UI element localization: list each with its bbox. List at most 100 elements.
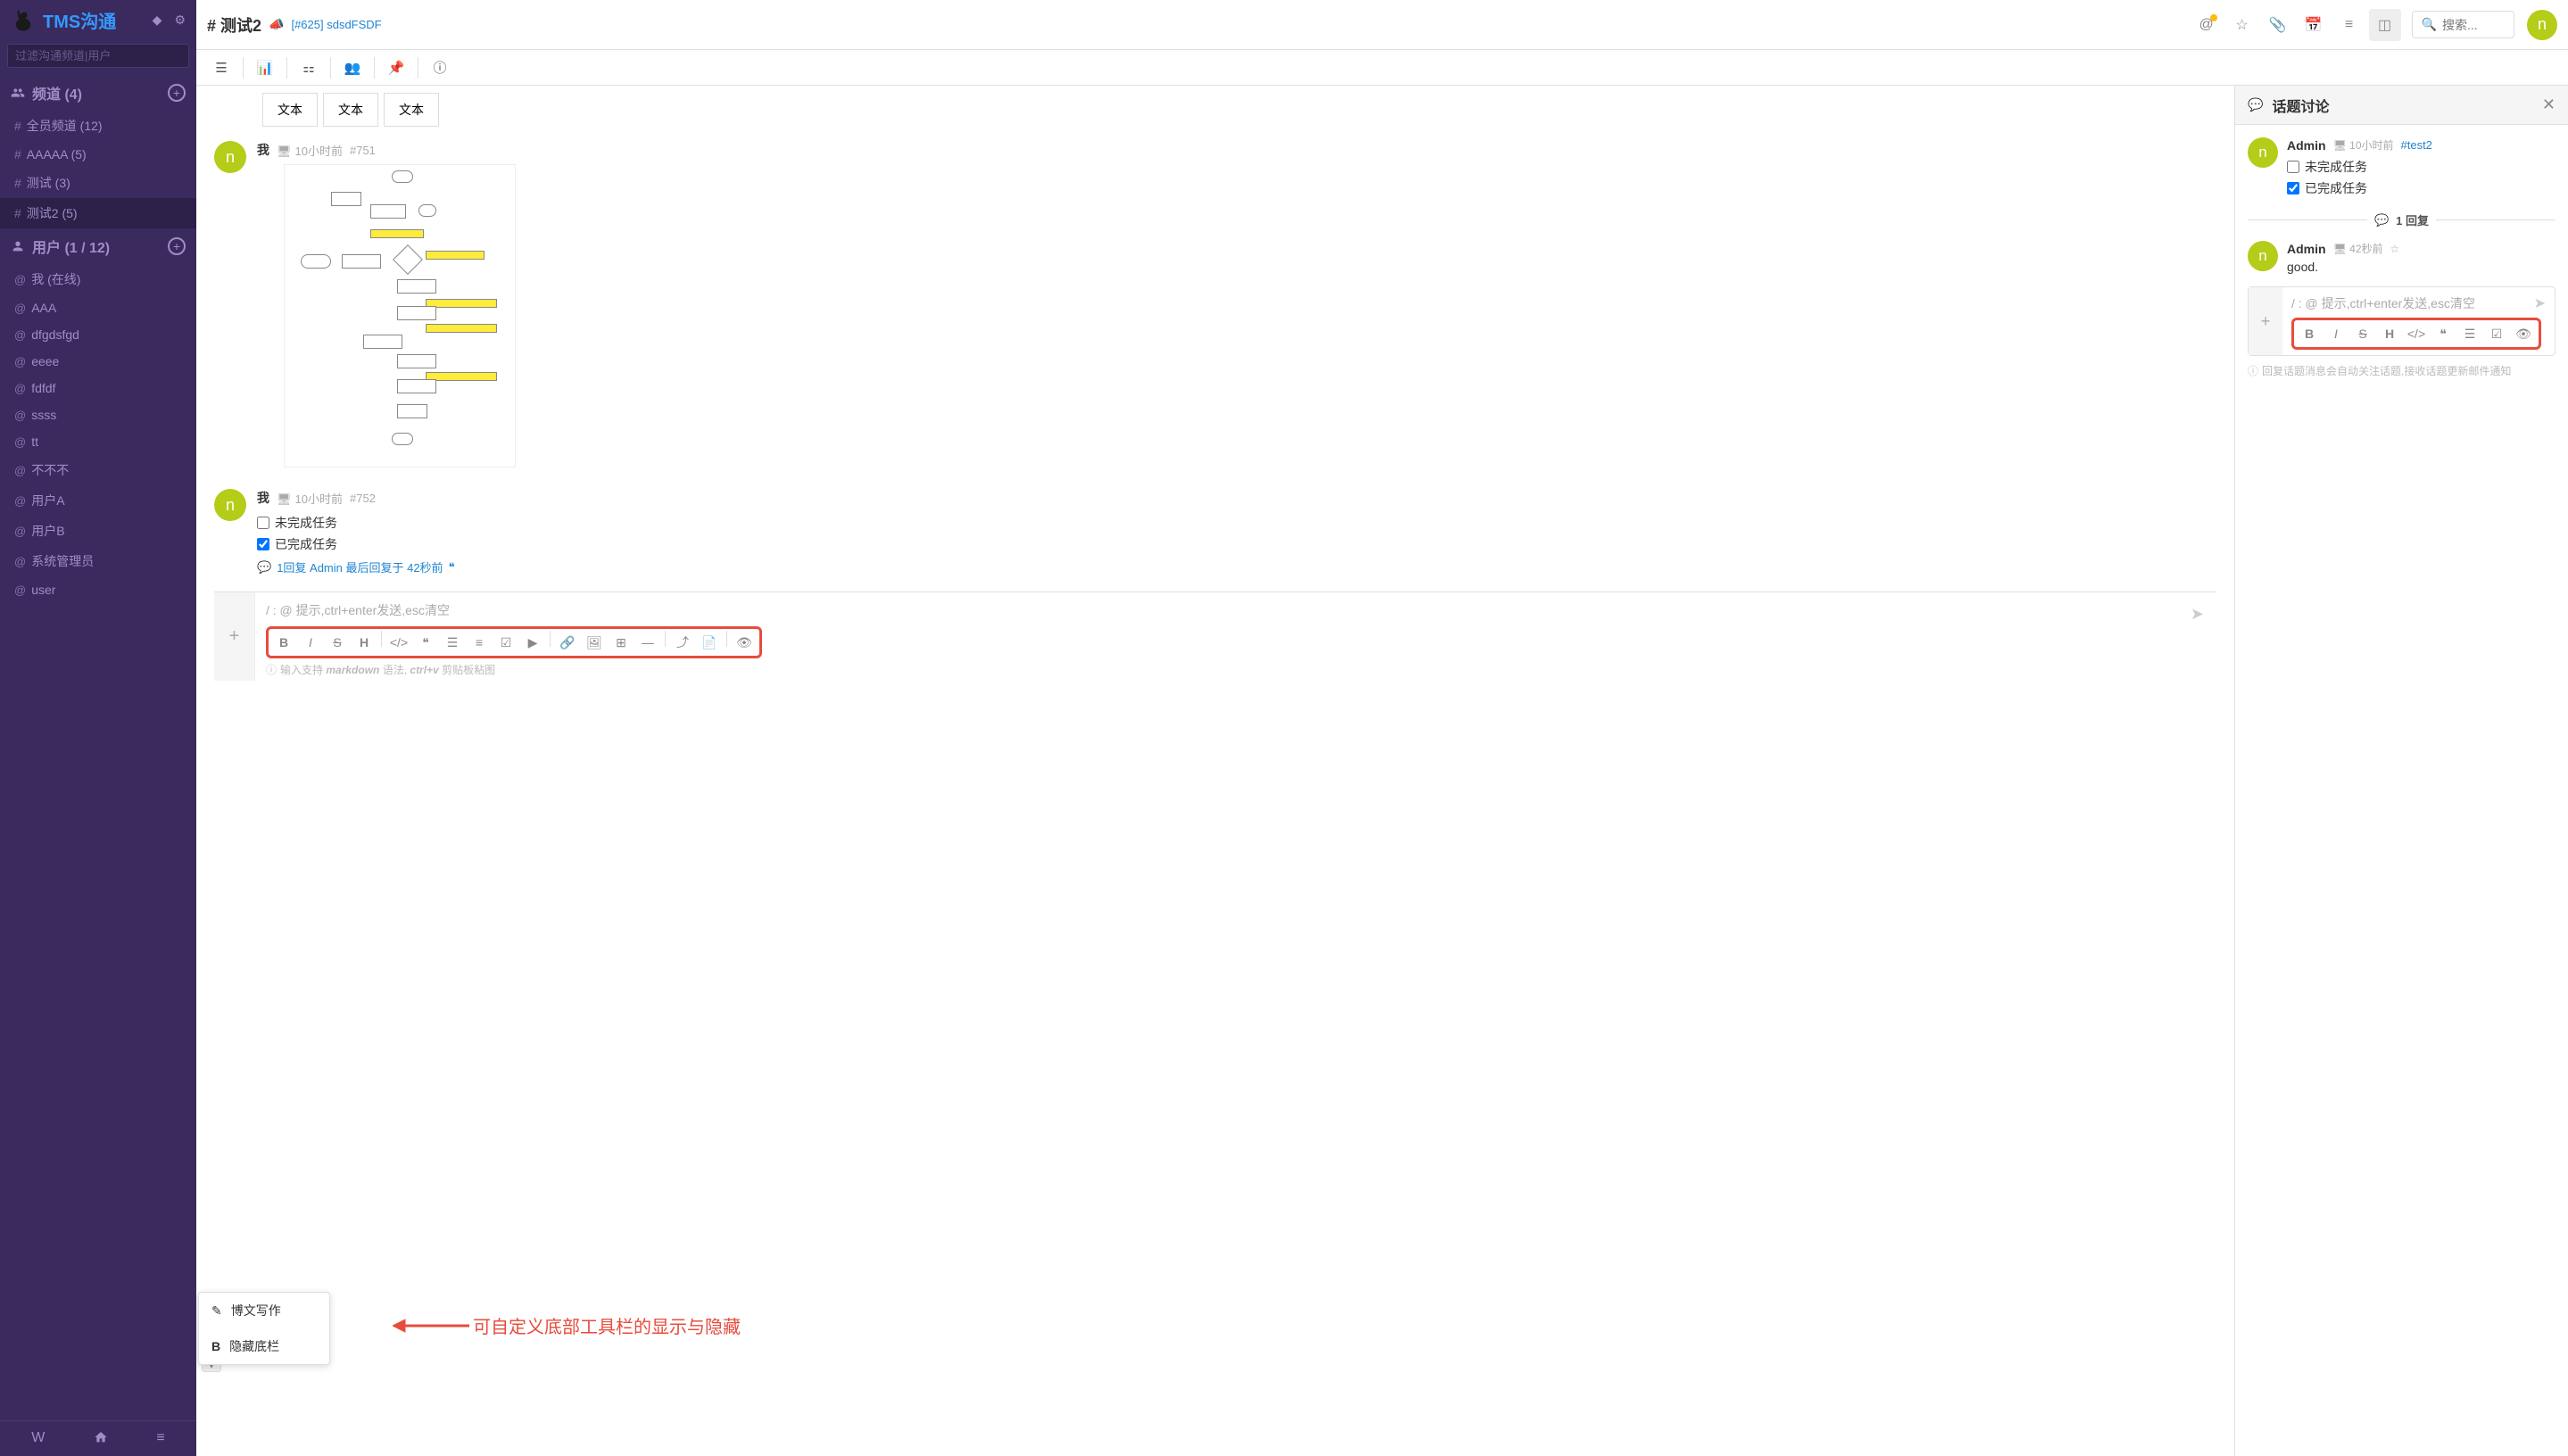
attachment-icon[interactable]: 📎: [2262, 9, 2294, 41]
tab-button[interactable]: 文本: [262, 93, 318, 127]
composer-input[interactable]: [266, 600, 2206, 621]
hr-icon[interactable]: —: [634, 631, 661, 654]
thread-composer-input[interactable]: [2291, 293, 2546, 314]
heading-icon[interactable]: H: [351, 631, 377, 654]
code-icon[interactable]: </>: [385, 631, 412, 654]
task-item[interactable]: 已完成任务: [257, 534, 2216, 555]
strike-icon[interactable]: S: [324, 631, 351, 654]
code-icon[interactable]: </>: [2403, 322, 2430, 345]
add-user-button[interactable]: +: [168, 237, 186, 255]
topic-link[interactable]: [#625] sdsdFSDF: [291, 18, 381, 31]
ul-icon[interactable]: ☰: [2456, 322, 2483, 345]
star-icon[interactable]: ☆: [2226, 9, 2258, 41]
message-author[interactable]: Admin: [2287, 242, 2326, 256]
composer-add-button[interactable]: +: [2249, 287, 2282, 355]
composer-add-button[interactable]: +: [214, 592, 255, 681]
sidebar-user[interactable]: @不不不: [0, 455, 196, 485]
home-icon[interactable]: [94, 1430, 108, 1447]
menu-item-blog[interactable]: ✎ 博文写作: [199, 1293, 329, 1328]
flowchart-image[interactable]: [284, 164, 516, 467]
preview-icon[interactable]: 👁: [2510, 322, 2537, 345]
italic-icon[interactable]: I: [2323, 322, 2349, 345]
thread-reply-link[interactable]: 💬 1回复 Admin 最后回复于 42秒前 ❝: [257, 558, 2216, 575]
avatar[interactable]: n: [2248, 241, 2278, 271]
bold-icon[interactable]: B: [2296, 322, 2323, 345]
checklist-icon[interactable]: ☑: [2483, 322, 2510, 345]
sidebar-user[interactable]: @系统管理员: [0, 546, 196, 576]
sidebar-user[interactable]: @tt: [0, 428, 196, 455]
ol-icon[interactable]: ≡: [466, 631, 493, 654]
send-button[interactable]: ➤: [2534, 294, 2546, 312]
message-id[interactable]: #752: [350, 492, 376, 505]
tab-button[interactable]: 文本: [323, 93, 378, 127]
avatar[interactable]: n: [2248, 137, 2278, 168]
sidebar-channel[interactable]: #测试2 (5): [0, 198, 196, 228]
task-item[interactable]: 未完成任务: [2287, 156, 2556, 178]
sidebar-user[interactable]: @fdfdf: [0, 375, 196, 401]
add-channel-button[interactable]: +: [168, 84, 186, 102]
message-author[interactable]: 我: [257, 489, 269, 507]
calendar-icon[interactable]: 📅: [2298, 9, 2330, 41]
hamburger-icon[interactable]: ☰: [203, 50, 239, 86]
desktop-icon: 🖥: [277, 145, 292, 158]
wiki-icon[interactable]: W: [31, 1430, 45, 1447]
pin-icon[interactable]: 📌: [378, 50, 414, 86]
comments-icon: 💬: [2374, 213, 2389, 228]
sidebar-channel[interactable]: #AAAAA (5): [0, 141, 196, 168]
sidebar-user[interactable]: @ssss: [0, 401, 196, 428]
image-icon[interactable]: 🖼: [581, 631, 608, 654]
thread-panel: 💬 话题讨论 ✕ n Admin 🖥 10小时前 #test2: [2234, 86, 2568, 1456]
avatar[interactable]: n: [214, 489, 246, 521]
chart-icon[interactable]: 📊: [247, 50, 283, 86]
table-icon[interactable]: ⊞: [608, 631, 634, 654]
file-icon[interactable]: 📄: [696, 631, 723, 654]
task-item[interactable]: 已完成任务: [2287, 178, 2556, 199]
tab-button[interactable]: 文本: [384, 93, 439, 127]
heading-icon[interactable]: H: [2376, 322, 2403, 345]
sidebar-user[interactable]: @用户B: [0, 516, 196, 546]
message-id[interactable]: #751: [350, 144, 376, 157]
sidebar-user[interactable]: @AAA: [0, 294, 196, 321]
sidebar-user[interactable]: @dfgdsfgd: [0, 321, 196, 348]
play-icon[interactable]: ▶: [519, 631, 546, 654]
tasks-icon[interactable]: ⚏: [291, 50, 327, 86]
sidebar-channel[interactable]: #全员频道 (12): [0, 111, 196, 141]
info-icon[interactable]: ⓘ: [422, 50, 458, 86]
sidebar-channel[interactable]: #测试 (3): [0, 168, 196, 198]
sidebar-user[interactable]: @eeee: [0, 348, 196, 375]
mention-icon[interactable]: @: [2191, 9, 2223, 41]
italic-icon[interactable]: I: [297, 631, 324, 654]
menu-item-hide-toolbar[interactable]: B 隐藏底栏: [199, 1328, 329, 1364]
close-icon[interactable]: ✕: [2542, 95, 2556, 114]
task-item[interactable]: 未完成任务: [257, 512, 2216, 534]
message-author[interactable]: Admin: [2287, 138, 2326, 153]
bold-icon[interactable]: B: [270, 631, 297, 654]
upload-icon[interactable]: ⤴: [669, 631, 696, 654]
ul-icon[interactable]: ☰: [439, 631, 466, 654]
send-button[interactable]: ➤: [2191, 605, 2204, 624]
star-icon[interactable]: ☆: [2390, 243, 2400, 255]
desktop-icon: 🖥: [2333, 243, 2347, 255]
list-icon[interactable]: ≡: [2333, 9, 2365, 41]
droplet-icon[interactable]: ◆: [153, 12, 162, 28]
message-author[interactable]: 我: [257, 141, 269, 159]
menu-icon[interactable]: ≡: [156, 1430, 164, 1447]
link-icon[interactable]: 🔗: [554, 631, 581, 654]
checklist-icon[interactable]: ☑: [493, 631, 519, 654]
sidebar-user[interactable]: @用户A: [0, 485, 196, 516]
sidebar-user[interactable]: @我 (在线): [0, 264, 196, 294]
strike-icon[interactable]: S: [2349, 322, 2376, 345]
avatar[interactable]: n: [214, 141, 246, 173]
quote-icon[interactable]: ❝: [2430, 322, 2456, 345]
sidebar-user[interactable]: @user: [0, 576, 196, 603]
preview-icon[interactable]: 👁: [731, 631, 758, 654]
search-input[interactable]: [2442, 18, 2505, 32]
panel-icon[interactable]: ◫: [2369, 9, 2401, 41]
members-icon[interactable]: 👥: [335, 50, 370, 86]
search-box[interactable]: 🔍: [2412, 11, 2514, 38]
quote-icon[interactable]: ❝: [412, 631, 439, 654]
settings-icon[interactable]: ⚙: [174, 12, 186, 28]
thread-source-link[interactable]: #test2: [2401, 138, 2432, 152]
current-user-avatar[interactable]: n: [2527, 10, 2557, 40]
sidebar-filter-input[interactable]: [7, 44, 189, 68]
